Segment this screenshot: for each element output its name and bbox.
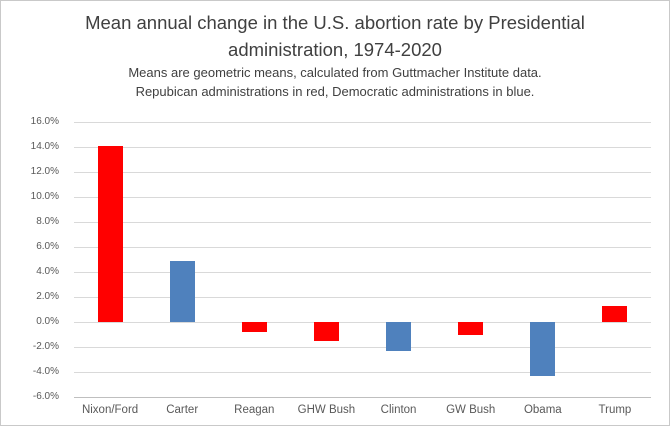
x-axis-label-ghw-bush: GHW Bush xyxy=(297,404,356,416)
y-axis-tick-label: 16.0% xyxy=(30,116,59,127)
y-axis-tick-label: -2.0% xyxy=(32,341,59,352)
bar-clinton xyxy=(386,322,412,351)
bar-gw-bush xyxy=(458,322,484,335)
chart-subtitle: Means are geometric means, calculated fr… xyxy=(1,63,669,101)
y-axis-tick-label: -6.0% xyxy=(32,391,59,402)
x-axis-label-reagan: Reagan xyxy=(234,404,275,416)
y-axis-tick-label: 2.0% xyxy=(36,291,59,302)
y-axis-tick-label: 12.0% xyxy=(30,166,59,177)
x-axis-label-clinton: Clinton xyxy=(380,404,417,416)
gridline xyxy=(74,197,651,198)
gridline xyxy=(74,322,651,323)
x-axis-label-gw-bush: GW Bush xyxy=(446,404,496,416)
x-axis-label-nixon-ford: Nixon/Ford xyxy=(81,404,139,416)
gridline xyxy=(74,172,651,173)
y-axis-tick-label: 10.0% xyxy=(30,191,59,202)
gridline xyxy=(74,297,651,298)
bar-reagan xyxy=(241,322,267,332)
chart-subtitle-line-1: Means are geometric means, calculated fr… xyxy=(128,65,542,80)
y-axis-tick-label: 4.0% xyxy=(36,266,59,277)
chart-subtitle-line-2: Repubican administrations in red, Democr… xyxy=(135,84,535,99)
bar-ghw-bush xyxy=(313,322,339,341)
gridline xyxy=(74,272,651,273)
y-axis-tick-label: 0.0% xyxy=(36,316,59,327)
y-axis-tick-label: 14.0% xyxy=(30,141,59,152)
y-axis-tick-label: -4.0% xyxy=(32,366,59,377)
x-axis-label-trump: Trump xyxy=(598,404,632,416)
chart-title: Mean annual change in the U.S. abortion … xyxy=(85,12,585,60)
bar-trump xyxy=(602,305,628,322)
bar-nixon-ford xyxy=(97,145,123,322)
gridline xyxy=(74,347,651,348)
gridline xyxy=(74,372,651,373)
bar-carter xyxy=(169,260,195,322)
x-axis-label-carter: Carter xyxy=(166,404,199,416)
gridline xyxy=(74,247,651,248)
gridline xyxy=(74,222,651,223)
gridline xyxy=(74,147,651,148)
gridline xyxy=(74,122,651,123)
bar-obama xyxy=(530,322,556,376)
y-axis-tick-label: 6.0% xyxy=(36,241,59,252)
x-axis-label-obama: Obama xyxy=(523,404,562,416)
y-axis-tick-label: 8.0% xyxy=(36,216,59,227)
gridline xyxy=(74,397,651,398)
